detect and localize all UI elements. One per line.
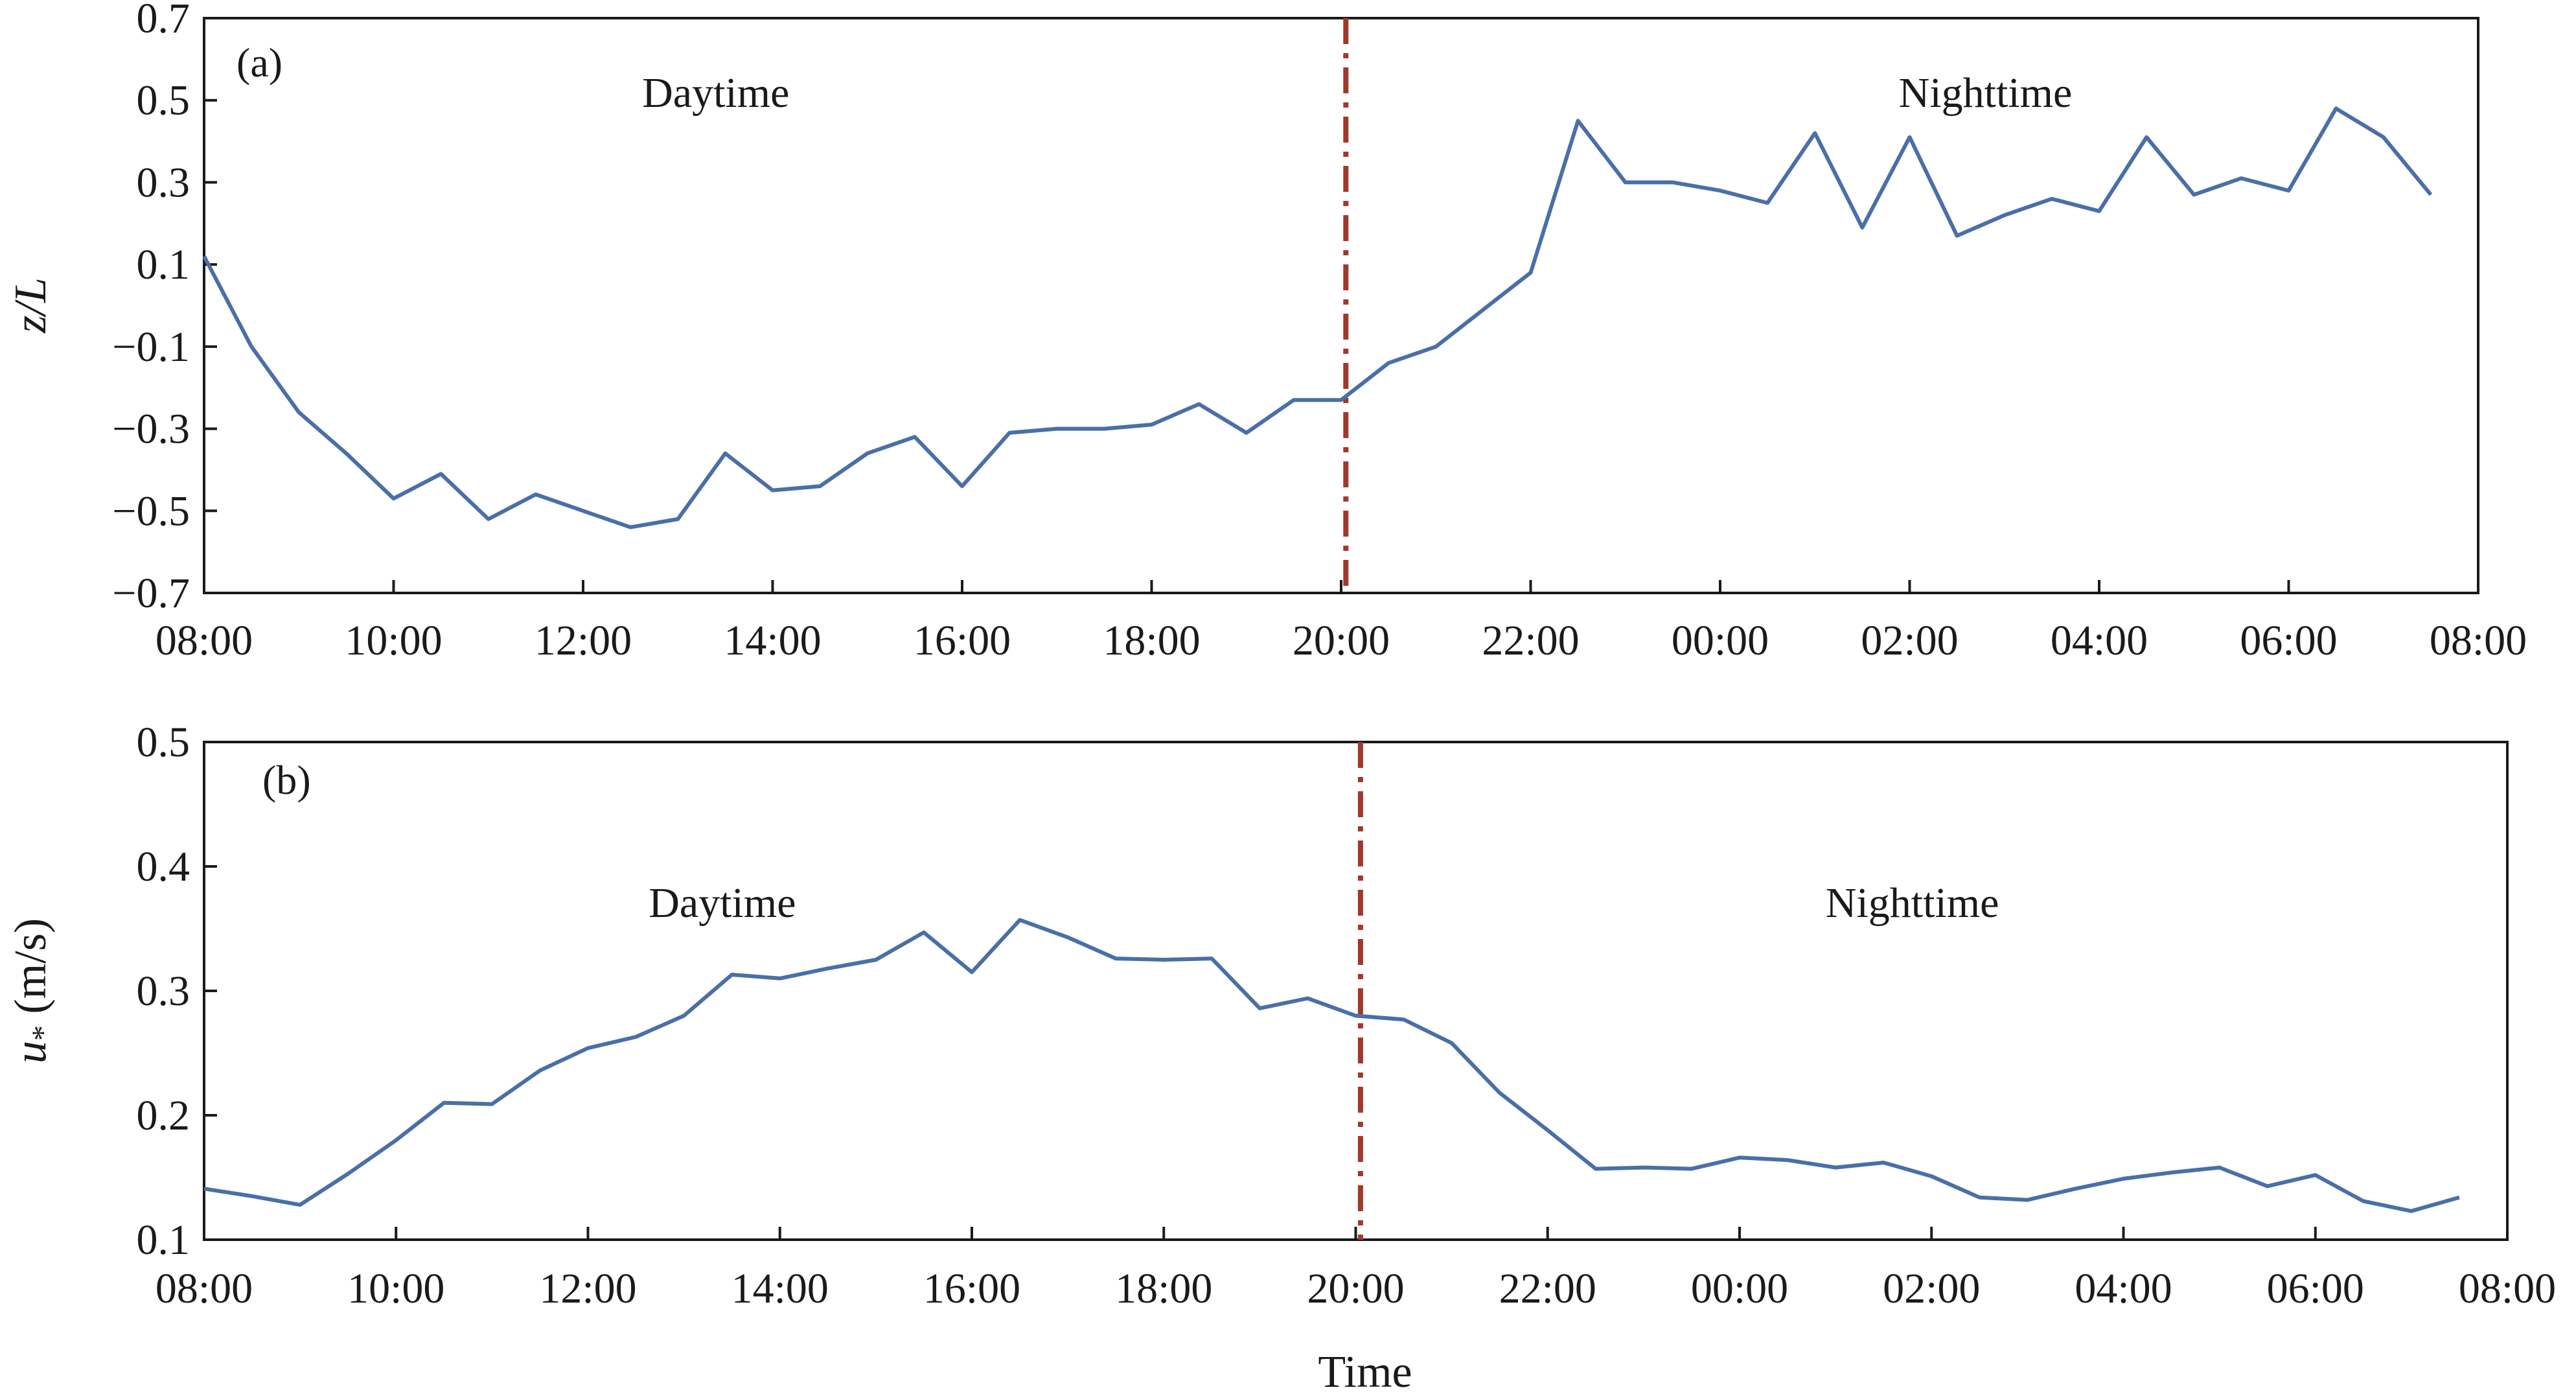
panel-b-xtick-label: 06:00 <box>2267 1265 2364 1312</box>
panel-b-region-label-daytime: Daytime <box>649 879 796 927</box>
panel-a-xtick-label: 00:00 <box>1672 617 1769 664</box>
panel-b-region-label-nighttime: Nighttime <box>1826 879 1999 927</box>
panel-a-xtick-label: 08:00 <box>2430 617 2527 664</box>
panel-b-xtick-label: 22:00 <box>1499 1265 1596 1312</box>
panel-a-ytick-label: −0.5 <box>112 487 190 535</box>
panel-b-ytick-label: 0.4 <box>137 843 190 890</box>
panel-b-xtick-label: 04:00 <box>2075 1265 2172 1312</box>
panel-a-xtick-label: 04:00 <box>2051 617 2148 664</box>
panel-b-xtick-label: 14:00 <box>731 1265 829 1312</box>
panel-b-xtick-label: 12:00 <box>539 1265 636 1312</box>
panel-a-region-label-daytime: Daytime <box>642 69 789 117</box>
panel-a-ytick-label: 0.5 <box>137 77 190 124</box>
panel-b-series-line <box>203 918 2460 1213</box>
panel-b: (b) u* (m/s) 0.50.40.30.20.108:00 10:00 12… <box>6 719 2556 1392</box>
panel-b-xtick-label: 18:00 <box>1115 1265 1212 1312</box>
panel-a-series-line <box>202 106 2433 529</box>
panel-b-ytick-label: 0.2 <box>137 1092 190 1139</box>
panel-b-xlabel: Time <box>1318 1347 1412 1392</box>
panel-a-xtick-label: 12:00 <box>535 617 632 664</box>
panel-b-ytick-label: 0.5 <box>137 719 190 766</box>
panel-b-ylabel: u* (m/s) <box>6 918 60 1063</box>
panel-a-ytick-label: −0.3 <box>112 406 190 453</box>
panel-b-xtick-label: 00:00 <box>1691 1265 1788 1312</box>
panel-b-ytick-label: 0.1 <box>137 1216 190 1264</box>
panel-a-frame <box>203 17 2479 594</box>
panel-b-xtick-label: 10:00 <box>347 1265 444 1312</box>
panel-a-label: (a) <box>236 40 282 86</box>
panel-a-ytick-label: 0.3 <box>137 159 190 206</box>
panel-b-xtick-label: 08:00 <box>2459 1265 2556 1312</box>
panel-a-ylabel: z/L <box>6 277 56 334</box>
panel-a-xtick-label: 06:00 <box>2240 617 2337 664</box>
panel-a-xtick-label: 20:00 <box>1293 617 1390 664</box>
panel-a-xtick-label: 22:00 <box>1482 617 1579 664</box>
panel-a-ytick-label: −0.1 <box>112 323 190 371</box>
panel-a-xtick-label: 10:00 <box>345 617 442 664</box>
panel-a-region-label-nighttime: Nighttime <box>1899 69 2073 117</box>
panel-b-xtick-label: 16:00 <box>923 1265 1020 1312</box>
panel-b-xtick-label: 20:00 <box>1307 1265 1404 1312</box>
panel-b-ytick-label: 0.3 <box>137 968 190 1015</box>
panel-b-xtick-label: 02:00 <box>1883 1265 1980 1312</box>
panel-a-ytick-label: 0.1 <box>137 241 190 288</box>
panel-a-xtick-label: 14:00 <box>724 617 821 664</box>
panel-a-xtick-label: 18:00 <box>1103 617 1200 664</box>
panel-b-xtick-label: 08:00 <box>155 1265 253 1312</box>
panel-b-label: (b) <box>262 757 311 803</box>
panel-a-xtick-label: 16:00 <box>914 617 1011 664</box>
panel-a-xtick-label: 02:00 <box>1861 617 1958 664</box>
panel-b-frame <box>203 741 2509 1241</box>
panel-a-ytick-label: 0.7 <box>137 0 190 42</box>
panel-a-xtick-label: 08:00 <box>155 617 253 664</box>
panel-a: (a) z/L 0.70.50.30.1−0.1−0.3−0.5−0.708:0… <box>6 0 2527 664</box>
panel-a-ytick-label: −0.7 <box>112 570 190 617</box>
